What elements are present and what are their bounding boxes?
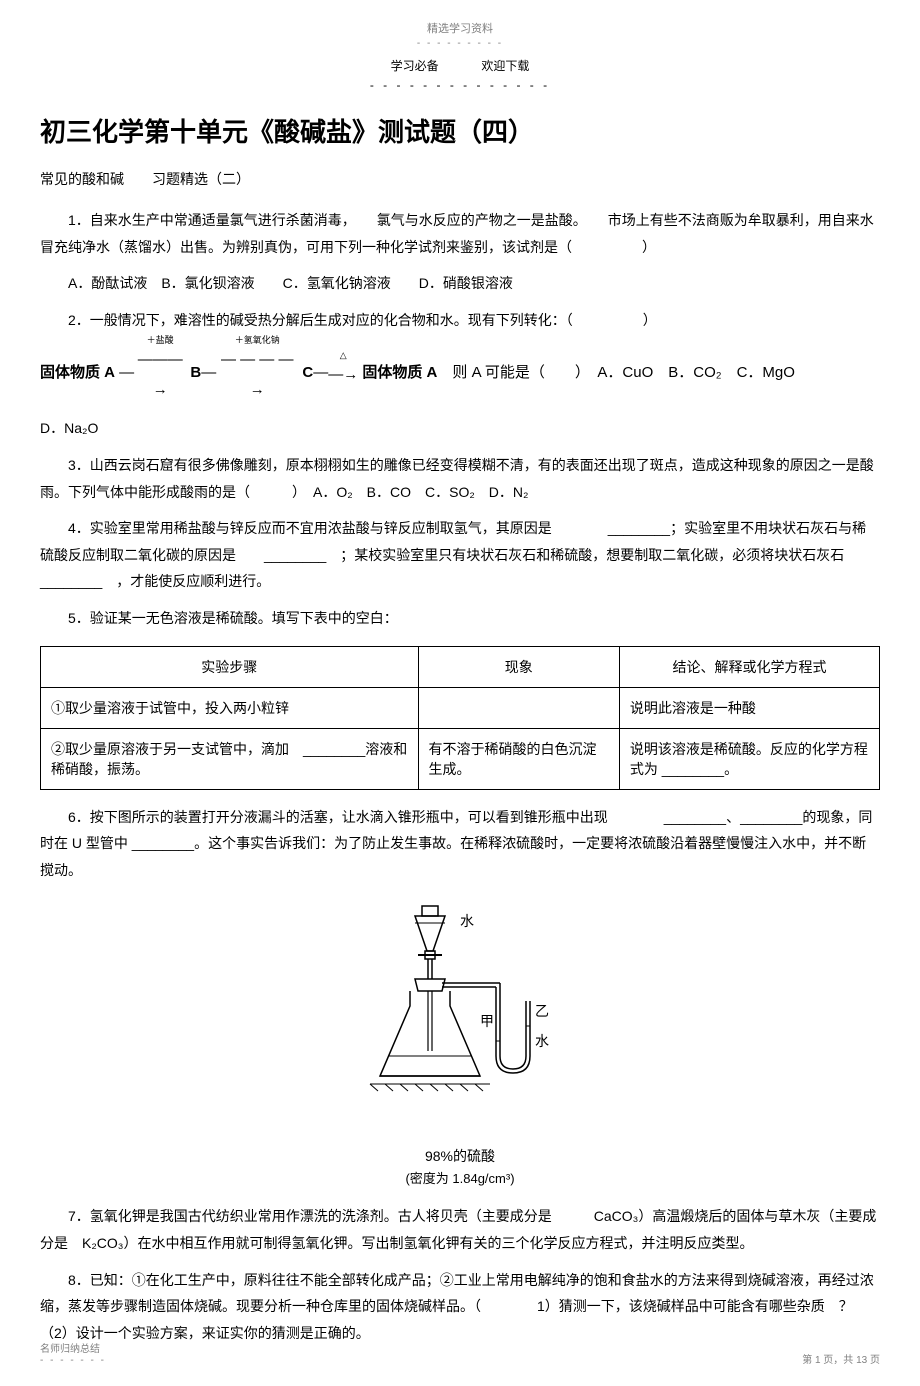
q8-text: 8．已知：①在化工生产中，原料往往不能全部转化成产品；②工业上常用电解纯净的饱和… xyxy=(40,1267,880,1347)
q2-arrow3: △ —→ xyxy=(328,358,358,388)
cell-r1c3: 说明此溶液是一种酸 xyxy=(619,687,879,728)
q7-text: 7．氢氧化钾是我国古代纺织业常用作漂洗的洗涤剂。古人将贝壳（主要成分是 CaCO… xyxy=(40,1203,880,1256)
q2-mid1: B xyxy=(190,358,201,388)
th-phenom: 现象 xyxy=(418,646,619,687)
q3-text: 3．山西云岗石窟有很多佛像雕刻，原本栩栩如生的雕像已经变得模糊不清，有的表面还出… xyxy=(40,452,880,505)
th-step: 实验步骤 xyxy=(41,646,419,687)
apparatus-svg: 水 xyxy=(330,901,590,1131)
label-water2: 水 xyxy=(535,1033,549,1049)
header-top-note: 精选学习资料 xyxy=(40,20,880,36)
table-header-row: 实验步骤 现象 结论、解释或化学方程式 xyxy=(41,646,880,687)
q1-text: 1．自来水生产中常通适量氯气进行杀菌消毒， 氯气与水反应的产物之一是盐酸。 市场… xyxy=(40,207,880,260)
footer-left-dots: - - - - - - - xyxy=(40,1355,106,1366)
q2-arrow3-top: △ xyxy=(328,346,358,364)
header-dots: - - - - - - - - - xyxy=(40,38,880,49)
section-subtitle: 常见的酸和碱 习题精选（二） xyxy=(40,169,880,189)
q2-tail: 则 A 可能是（ ） A．CuO B．CO₂ C．MgO xyxy=(437,358,795,388)
table-row: ②取少量原溶液于另一支试管中，滴加 ________溶液和稀硝酸，振荡。 有不溶… xyxy=(41,728,880,789)
label-water: 水 xyxy=(460,913,474,929)
q2-d: D．Na₂O xyxy=(40,415,880,442)
cell-r1c1: ①取少量溶液于试管中，投入两小粒锌 xyxy=(41,687,419,728)
q2-arrow1: ＋盐酸 ———→ xyxy=(134,343,186,403)
label-jia: 甲 xyxy=(480,1013,494,1029)
figure-caption: 98%的硫酸 xyxy=(40,1146,880,1166)
q5-table: 实验步骤 现象 结论、解释或化学方程式 ①取少量溶液于试管中，投入两小粒锌 说明… xyxy=(40,646,880,790)
header-underline: - - - - - - - - - - - - - - xyxy=(40,78,880,92)
q2-chem: 固体物质 A — ＋盐酸 ———→ B — ＋氢氧化钠 — — — —→ C —… xyxy=(40,343,880,403)
cell-r2c2: 有不溶于稀硝酸的白色沉淀生成。 xyxy=(418,728,619,789)
q2-text: 2．一般情况下，难溶性的碱受热分解后生成对应的化合物和水。现有下列转化：（ ） xyxy=(40,307,880,334)
q2-mid2: C xyxy=(302,358,313,388)
q4-text: 4．实验室里常用稀盐酸与锌反应而不宜用浓盐酸与锌反应制取氢气，其原因是 ____… xyxy=(40,515,880,595)
q2-arrow2-top: ＋氢氧化钠 xyxy=(216,331,298,349)
cell-r1c2 xyxy=(418,687,619,728)
figure-sub: (密度为 1.84g/cm³) xyxy=(40,1168,880,1187)
q5-text: 5．验证某一无色溶液是稀硫酸。填写下表中的空白： xyxy=(40,605,880,632)
footer-left-text: 名师归纳总结 xyxy=(40,1340,106,1355)
header-sub: 学习必备 欢迎下载 xyxy=(40,57,880,74)
q2-arrow1-top: ＋盐酸 xyxy=(134,331,186,349)
q2-suffix: 固体物质 A xyxy=(362,358,437,388)
q2-prefix: 固体物质 A xyxy=(40,358,115,388)
table-row: ①取少量溶液于试管中，投入两小粒锌 说明此溶液是一种酸 xyxy=(41,687,880,728)
header-sub-left: 学习必备 xyxy=(391,59,439,73)
header-sub-right: 欢迎下载 xyxy=(481,59,529,73)
cell-r2c1: ②取少量原溶液于另一支试管中，滴加 ________溶液和稀硝酸，振荡。 xyxy=(41,728,419,789)
q6-text: 6．按下图所示的装置打开分液漏斗的活塞，让水滴入锥形瓶中，可以看到锥形瓶中出现 … xyxy=(40,804,880,884)
cell-r2c3: 说明该溶液是稀硫酸。反应的化学方程式为 ________。 xyxy=(619,728,879,789)
q2-arrow2: ＋氢氧化钠 — — — —→ xyxy=(216,343,298,403)
label-yi: 乙 xyxy=(535,1003,549,1019)
q1-options: A．酚酞试液 B．氯化钡溶液 C．氢氧化钠溶液 D．硝酸银溶液 xyxy=(40,270,880,297)
footer-left: 名师归纳总结 - - - - - - - xyxy=(40,1340,106,1366)
page: 精选学习资料 - - - - - - - - - 学习必备 欢迎下载 - - -… xyxy=(0,0,920,1386)
q6-figure: 水 xyxy=(40,901,880,1136)
page-title: 初三化学第十单元《酸碱盐》测试题（四） xyxy=(40,112,880,149)
footer-right: 第 1 页，共 13 页 xyxy=(802,1351,880,1366)
th-conclusion: 结论、解释或化学方程式 xyxy=(619,646,879,687)
